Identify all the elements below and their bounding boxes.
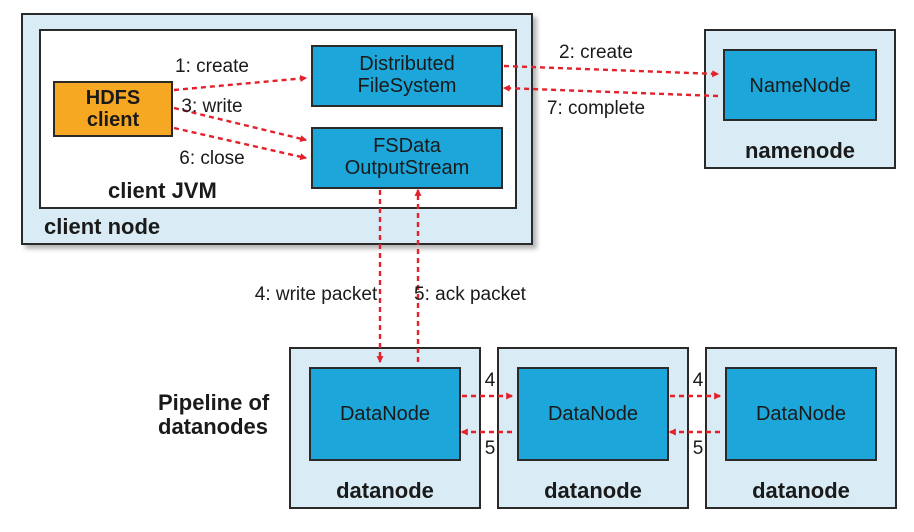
arrow-e6-label: 6: close [179,148,244,169]
fsdata-label: OutputStream [345,157,470,179]
fsdata-label: FSData [373,135,442,157]
arrow-e7-label: 7: complete [547,98,645,119]
dfs-label: FileSystem [358,75,457,97]
namenode-label: NameNode [749,75,850,97]
dn1_box-label: datanode [336,478,434,503]
arrow-e5-label: 5: ack packet [414,284,527,305]
hdfs_client-label: HDFS [86,87,140,109]
client_node-label: client node [44,214,160,239]
dn2-label: DataNode [548,403,638,425]
arrow-e45b-label: 5 [485,438,496,459]
arrow-e1-label: 1: create [175,56,249,77]
arrow-e3-label: 3: write [181,96,242,117]
dfs-label: Distributed [359,53,455,75]
dn3_box-label: datanode [752,478,850,503]
namenode_box-label: namenode [745,138,855,163]
arrow-e45a-label: 4 [485,370,496,391]
free-label-1: datanodes [158,414,268,439]
hdfs_client-label: client [87,109,140,131]
arrow-e2 [504,66,718,74]
arrow-e45d-label: 5 [693,438,704,459]
client_jvm-label: client JVM [108,178,217,203]
dn3-label: DataNode [756,403,846,425]
arrow-e45c-label: 4 [693,370,704,391]
arrow-e7 [504,88,718,96]
dn2_box-label: datanode [544,478,642,503]
free-label-0: Pipeline of [158,390,270,415]
dn1-label: DataNode [340,403,430,425]
arrow-e2-label: 2: create [559,42,633,63]
arrow-e4-label: 4: write packet [255,284,378,305]
